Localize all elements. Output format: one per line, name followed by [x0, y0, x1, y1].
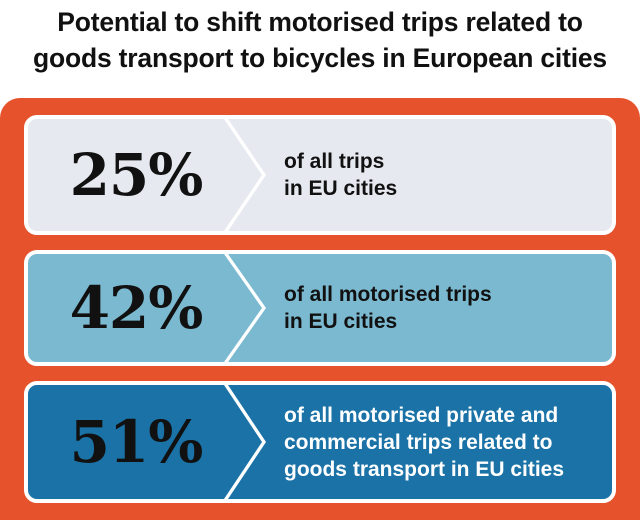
stat-description-line: in EU cities — [284, 177, 398, 200]
stat-description-line: of all trips — [284, 150, 385, 173]
stat-description: of all motorised private and commercial … — [284, 385, 604, 499]
stat-description: of all trips in EU cities — [284, 119, 604, 231]
stat-row-25: 25% of all trips in EU cities — [24, 115, 616, 235]
stat-description-line: commercial trips related to — [284, 430, 553, 454]
stat-percent: 25% — [69, 141, 204, 209]
title-line-1: Potential to shift motorised trips relat… — [57, 7, 583, 37]
stat-description: of all motorised trips in EU cities — [284, 254, 604, 362]
infographic-title: Potential to shift motorised trips relat… — [0, 4, 640, 76]
stat-description-line: of all motorised trips — [284, 283, 492, 306]
title-line-2: goods transport to bicycles in European … — [33, 43, 607, 73]
stat-row-51: 51% of all motorised private and commerc… — [24, 381, 616, 503]
stat-description-line: goods transport in EU cities — [284, 457, 565, 481]
stat-description-line: of all motorised private and — [284, 403, 559, 427]
stat-row-42: 42% of all motorised trips in EU cities — [24, 250, 616, 366]
stat-description-line: in EU cities — [284, 310, 398, 333]
stat-percent: 51% — [69, 408, 204, 476]
stat-percent: 42% — [69, 274, 204, 342]
